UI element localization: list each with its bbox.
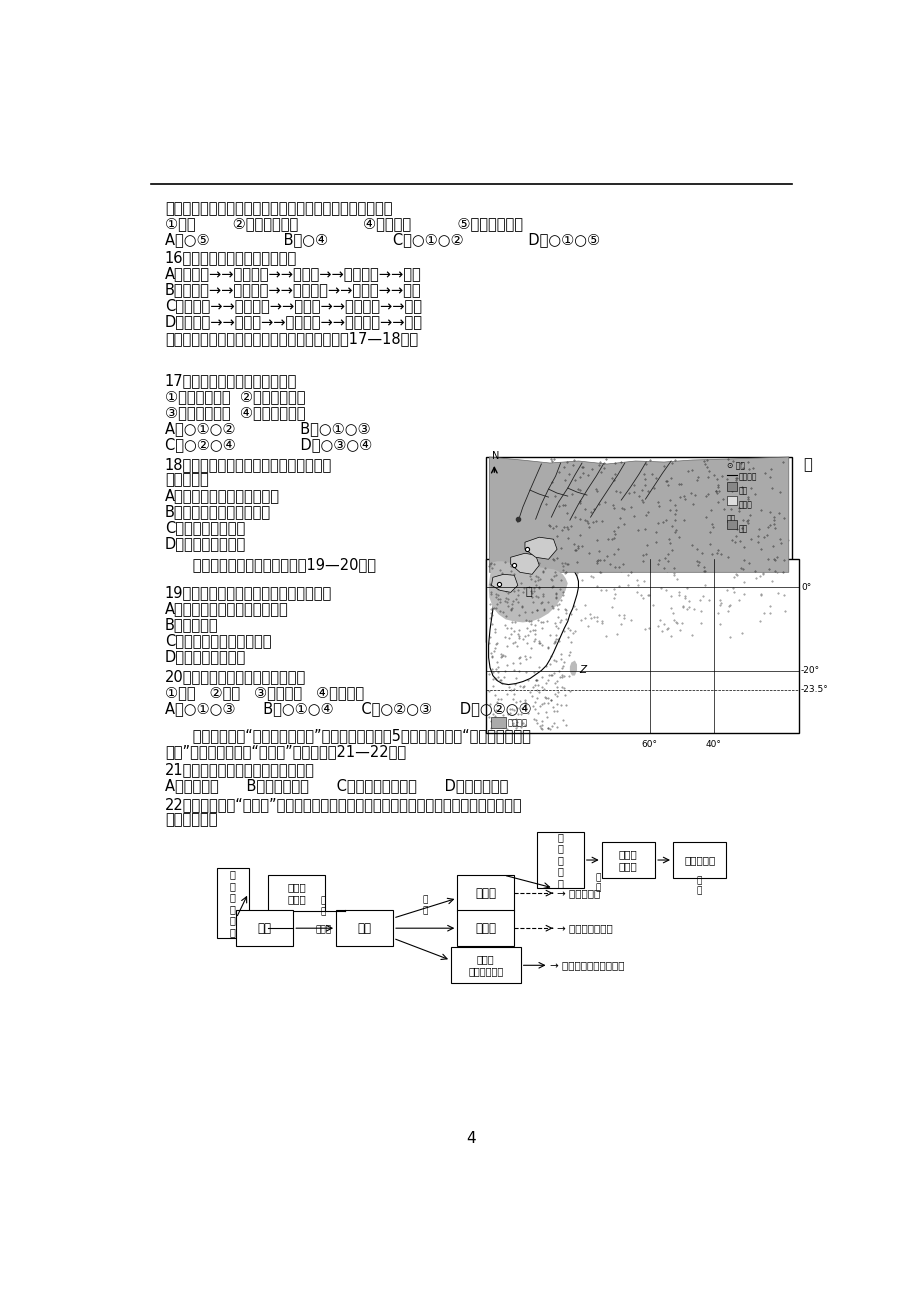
Text: 60°: 60° <box>641 740 657 749</box>
Text: 17．该区域建水库的主要目的是: 17．该区域建水库的主要目的是 <box>165 372 297 388</box>
Bar <box>601 842 654 878</box>
Bar <box>672 842 726 878</box>
Text: 16．地理信息系统的简要程序是: 16．地理信息系统的简要程序是 <box>165 250 297 266</box>
Text: -20°: -20° <box>800 667 819 674</box>
Bar <box>268 875 325 911</box>
Bar <box>491 716 505 728</box>
Text: ①遥感        ②地理信息系统              ④激光技术          ⑤全球定位系统: ①遥感 ②地理信息系统 ④激光技术 ⑤全球定位系统 <box>165 216 522 232</box>
Text: A．○⑤                B．○④              C．○①○②              D．○①○⑤: A．○⑤ B．○④ C．○①○② D．○①○⑤ <box>165 233 599 247</box>
Text: 煎
泥: 煎 泥 <box>320 897 325 915</box>
Text: C．信息源→→空间分析→→数据库→→数据处理→→表达: C．信息源→→空间分析→→数据库→→数据处理→→表达 <box>165 298 422 314</box>
Text: 读巴西热带雨林分布图，回等19—20题。: 读巴西热带雨林分布图，回等19—20题。 <box>165 557 376 573</box>
Text: 19．甲区域热带雨林面积不断减少会导致: 19．甲区域热带雨林面积不断减少会导致 <box>165 586 332 600</box>
Text: 18．若该地区急剧扩大种植业的规模可能: 18．若该地区急剧扩大种植业的规模可能 <box>165 457 332 473</box>
Text: 带: 带 <box>802 457 811 473</box>
Text: 煎
泥: 煎 泥 <box>422 896 427 915</box>
Text: 化工厂
（精细化工）: 化工厂 （精细化工） <box>468 954 503 976</box>
Text: 固
体
废
弃
物: 固 体 废 弃 物 <box>557 832 563 888</box>
Polygon shape <box>525 538 557 560</box>
Bar <box>726 521 737 529</box>
Text: 水泥厂
建材厂: 水泥厂 建材厂 <box>287 883 306 904</box>
Text: 水库: 水库 <box>738 486 747 495</box>
Text: 40°: 40° <box>705 740 721 749</box>
Text: A．食品工业      B．高耗能工业      C．农产品加工工业      D．高技术工业: A．食品工业 B．高耗能工业 C．农产品加工工业 D．高技术工业 <box>165 777 507 793</box>
Text: 污水处理厂: 污水处理厂 <box>684 855 714 865</box>
Text: A．○①○③      B．○①○④      C．○②○③      D．○②○④: A．○①○③ B．○①○④ C．○②○③ D．○②○④ <box>165 702 531 716</box>
Text: ⊙ 城镇: ⊙ 城镇 <box>726 461 744 470</box>
Text: 荒漠: 荒漠 <box>726 514 735 523</box>
Polygon shape <box>491 574 517 592</box>
Bar <box>537 832 584 888</box>
Text: 鲸的生活状况和活动范围。这种做法主要依靠的科学技术是: 鲸的生活状况和活动范围。这种做法主要依靠的科学技术是 <box>165 202 392 216</box>
Text: 焦化厂: 焦化厂 <box>475 922 495 935</box>
Bar <box>457 875 514 911</box>
Text: 甲: 甲 <box>525 587 531 598</box>
Text: N: N <box>492 450 499 461</box>
Text: C．最终导致荒漠化: C．最终导致荒漠化 <box>165 521 244 535</box>
Text: B．城镇被迫迁往灌渠下游: B．城镇被迫迁往灌渠下游 <box>165 504 271 519</box>
Text: 0°: 0° <box>800 583 811 592</box>
Polygon shape <box>489 457 788 573</box>
Text: 山地: 山地 <box>738 525 747 534</box>
Text: 灌区水系: 灌区水系 <box>738 473 756 480</box>
Text: 来的影响有: 来的影响有 <box>165 473 209 487</box>
Text: 4: 4 <box>466 1131 476 1146</box>
Text: Z: Z <box>579 664 585 674</box>
Bar <box>236 910 293 947</box>
Text: C．○②○④              D．○③○④: C．○②○④ D．○③○④ <box>165 437 372 452</box>
Text: D．生物多样性增加: D．生物多样性增加 <box>165 536 246 551</box>
Bar <box>216 868 248 939</box>
Bar <box>335 910 392 947</box>
Polygon shape <box>510 553 539 574</box>
Text: 发电厂: 发电厂 <box>475 887 495 900</box>
Text: 废
气: 废 气 <box>596 874 600 893</box>
Text: ①保障城镇用水  ②蓄水灌溉农田: ①保障城镇用水 ②蓄水灌溉农田 <box>165 389 305 404</box>
Text: → 合成氨、化肥、甲醒等: → 合成氨、化肥、甲醒等 <box>550 961 624 970</box>
Text: → 京津唐地区: → 京津唐地区 <box>557 888 600 898</box>
Text: 21．在资源开发初期，当地适合发展: 21．在资源开发初期，当地适合发展 <box>165 762 314 777</box>
Text: 洗煤: 洗煤 <box>357 922 371 935</box>
Text: 下图为我国西北某地绿洲分布示意图。读图回等17—18题。: 下图为我国西北某地绿洲分布示意图。读图回等17—18题。 <box>165 331 417 346</box>
Text: D．生物多样性增加: D．生物多样性增加 <box>165 650 246 664</box>
Polygon shape <box>488 561 567 622</box>
Text: 硫酸厂
硝酸厂: 硫酸厂 硝酸厂 <box>618 849 637 871</box>
Text: -23.5°: -23.5° <box>800 685 828 694</box>
Text: D．信息源→→数据库→→数据处理→→空间分析→→表达: D．信息源→→数据库→→数据处理→→空间分析→→表达 <box>165 315 423 329</box>
Bar <box>457 910 514 947</box>
Text: ①暖流   ②寒流   ③东北信风   ④东南信风: ①暖流 ②寒流 ③东北信风 ④东南信风 <box>165 686 364 700</box>
Text: C．亚马孙河泥沙含量减少: C．亚马孙河泥沙含量减少 <box>165 634 271 648</box>
Text: 采煤: 采煤 <box>257 922 271 935</box>
Bar <box>485 560 799 733</box>
Bar <box>726 496 737 505</box>
Text: ③开发水能资源  ④发展水产养殖: ③开发水能资源 ④发展水产养殖 <box>165 405 305 419</box>
Text: A．○①○②              B．○①○③: A．○①○② B．○①○③ <box>165 421 370 436</box>
Polygon shape <box>569 660 576 676</box>
Bar <box>726 482 737 491</box>
Text: 20．与乙处热带雨林成因有关的是: 20．与乙处热带雨林成因有关的是 <box>165 669 306 685</box>
Text: 冒烟”，被人们戏称为“黑三角”，据此回等21—22题。: 冒烟”，被人们戏称为“黑三角”，据此回等21—22题。 <box>165 743 405 759</box>
Bar <box>485 457 791 642</box>
Text: 废
水: 废 水 <box>697 876 701 896</box>
Text: → 焦油、工业苯等: → 焦油、工业苯等 <box>557 923 612 934</box>
Text: 陕西榆林地区“乌金（煤）遍地”，资源非常丰富。5年前开始，该地“村村点火，处处: 陕西榆林地区“乌金（煤）遍地”，资源非常丰富。5年前开始，该地“村村点火，处处 <box>165 728 530 742</box>
Text: 22．近年来，在“黑三角”教训之后，该地区逐渐形成下图所示的发展模式。有关该模式的: 22．近年来，在“黑三角”教训之后，该地区逐渐形成下图所示的发展模式。有关该模式… <box>165 797 522 812</box>
Text: A．长远来看有利于经济发展: A．长远来看有利于经济发展 <box>165 488 279 503</box>
Text: B．信息源→→空间分析→→数据处理→→数据库→→表达: B．信息源→→空间分析→→数据处理→→数据库→→表达 <box>165 283 421 298</box>
Text: 说法正确的是: 说法正确的是 <box>165 812 217 827</box>
Text: A．亚马孙平原水循环更加活跃: A．亚马孙平原水循环更加活跃 <box>165 602 289 616</box>
Text: 农积地: 农积地 <box>738 500 752 509</box>
Bar <box>450 948 520 983</box>
Text: B．全球变暖: B．全球变暖 <box>165 617 219 633</box>
Polygon shape <box>488 560 578 685</box>
Text: 煎獷石: 煎獷石 <box>315 926 331 935</box>
Text: 填
煤
矿
场
陷
区: 填 煤 矿 场 陷 区 <box>230 870 235 937</box>
Text: A．信息源→→数据处理→→数据库→→空间分析→→表达: A．信息源→→数据处理→→数据库→→空间分析→→表达 <box>165 267 421 281</box>
Text: 热带雨林: 热带雨林 <box>506 719 527 728</box>
